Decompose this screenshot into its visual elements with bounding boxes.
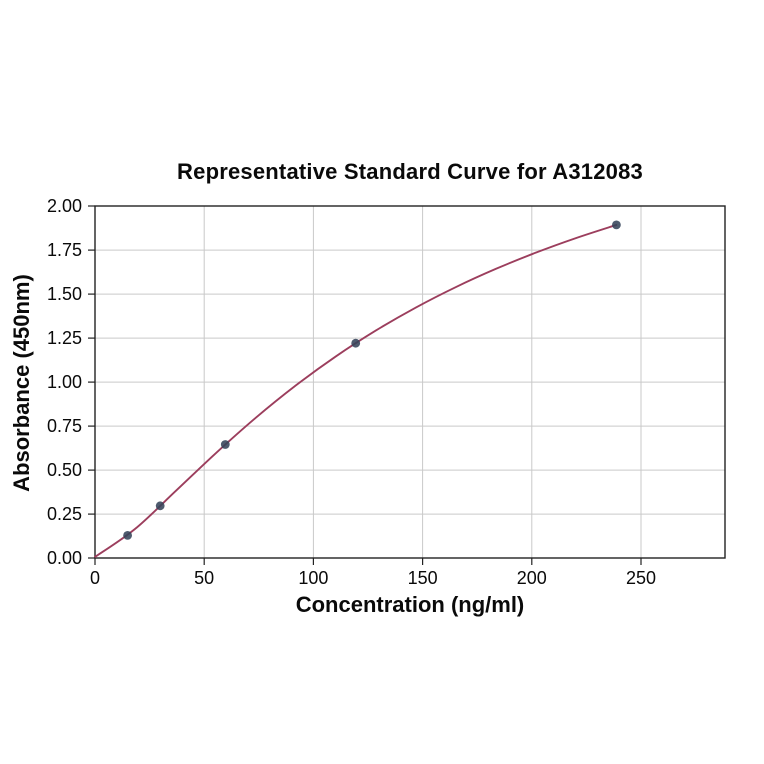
svg-text:0.50: 0.50 xyxy=(47,460,82,480)
svg-text:0: 0 xyxy=(90,568,100,588)
svg-text:1.50: 1.50 xyxy=(47,284,82,304)
svg-text:1.75: 1.75 xyxy=(47,240,82,260)
svg-text:0.00: 0.00 xyxy=(47,548,82,568)
svg-text:0.75: 0.75 xyxy=(47,416,82,436)
svg-text:200: 200 xyxy=(517,568,547,588)
svg-text:0.25: 0.25 xyxy=(47,504,82,524)
svg-text:150: 150 xyxy=(408,568,438,588)
svg-text:250: 250 xyxy=(626,568,656,588)
svg-text:100: 100 xyxy=(298,568,328,588)
svg-text:50: 50 xyxy=(194,568,214,588)
svg-text:1.25: 1.25 xyxy=(47,328,82,348)
svg-text:2.00: 2.00 xyxy=(47,196,82,216)
svg-text:1.00: 1.00 xyxy=(47,372,82,392)
